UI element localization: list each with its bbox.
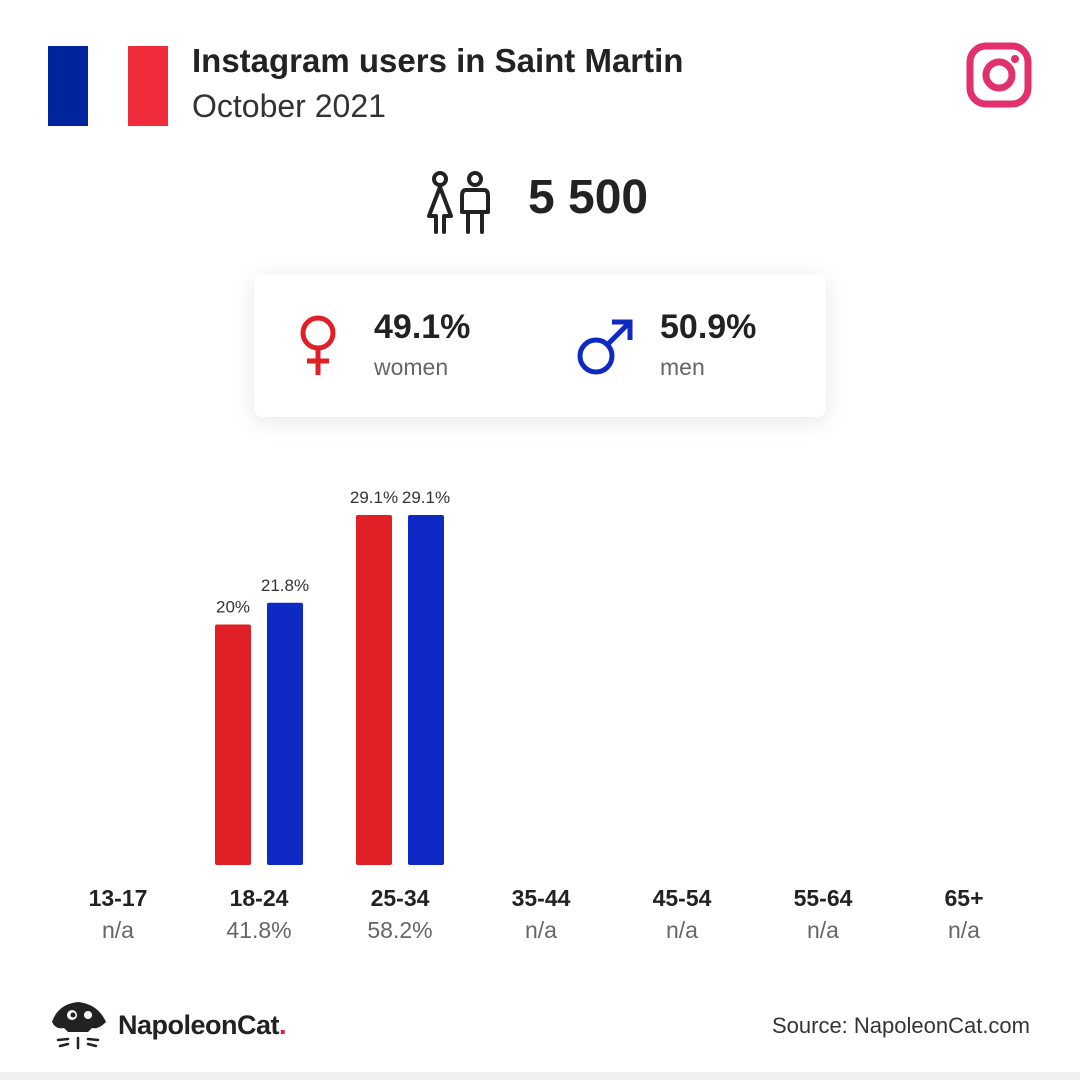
category-total-label: 58.2% [367, 917, 432, 943]
women-percentage: 49.1% [374, 308, 471, 346]
source-credit: Source: NapoleonCat.com [771, 1013, 1030, 1038]
x-tick-label: 13-17 [89, 885, 148, 911]
page-subtitle: October 2021 [192, 88, 386, 124]
x-tick-label: 35-44 [512, 885, 571, 911]
instagram-icon [966, 42, 1032, 108]
male-icon [577, 319, 633, 375]
bar-25-34-series-0 [356, 515, 392, 865]
flag-icon [48, 46, 88, 126]
category-total-label: n/a [666, 917, 698, 943]
x-tick-label: 45-54 [653, 885, 712, 911]
age-gender-bar-chart: 13-17 n/a 20% 21.8% 18-24 41.8% 29.1% 29.1% 25-3… [89, 488, 984, 943]
bar-18-24-series-1 [267, 602, 303, 865]
bar-18-24-series-0 [215, 624, 251, 865]
x-tick-label: 25-34 [371, 885, 430, 911]
flag-icon-red-band [128, 46, 168, 126]
x-tick-label: 18-24 [230, 885, 289, 911]
x-tick-label: 65+ [944, 885, 983, 911]
brand-name: NapoleonCat. [118, 1010, 287, 1040]
female-icon [300, 315, 336, 375]
x-tick-label: 55-64 [794, 885, 853, 911]
women-label: women [374, 354, 449, 380]
category-total-label: 41.8% [226, 917, 291, 943]
bottom-divider [0, 1072, 1080, 1080]
napoleoncat-logo-icon [52, 1002, 106, 1050]
bar-data-label: 21.8% [261, 576, 309, 595]
category-total-label: n/a [948, 917, 980, 943]
category-total-label: n/a [102, 917, 134, 943]
bar-data-label: 29.1% [350, 488, 398, 507]
gender-split-card [254, 274, 826, 417]
bar-data-label: 20% [216, 597, 250, 616]
bar-25-34-series-1 [408, 515, 444, 865]
people-icon [427, 171, 490, 234]
men-percentage: 50.9% [660, 308, 757, 346]
men-label: men [660, 354, 705, 380]
category-total-label: n/a [525, 917, 557, 943]
bar-data-label: 29.1% [402, 488, 450, 507]
total-users-value: 5 500 [528, 171, 649, 224]
page-title: Instagram users in Saint Martin [192, 42, 684, 79]
category-total-label: n/a [807, 917, 839, 943]
